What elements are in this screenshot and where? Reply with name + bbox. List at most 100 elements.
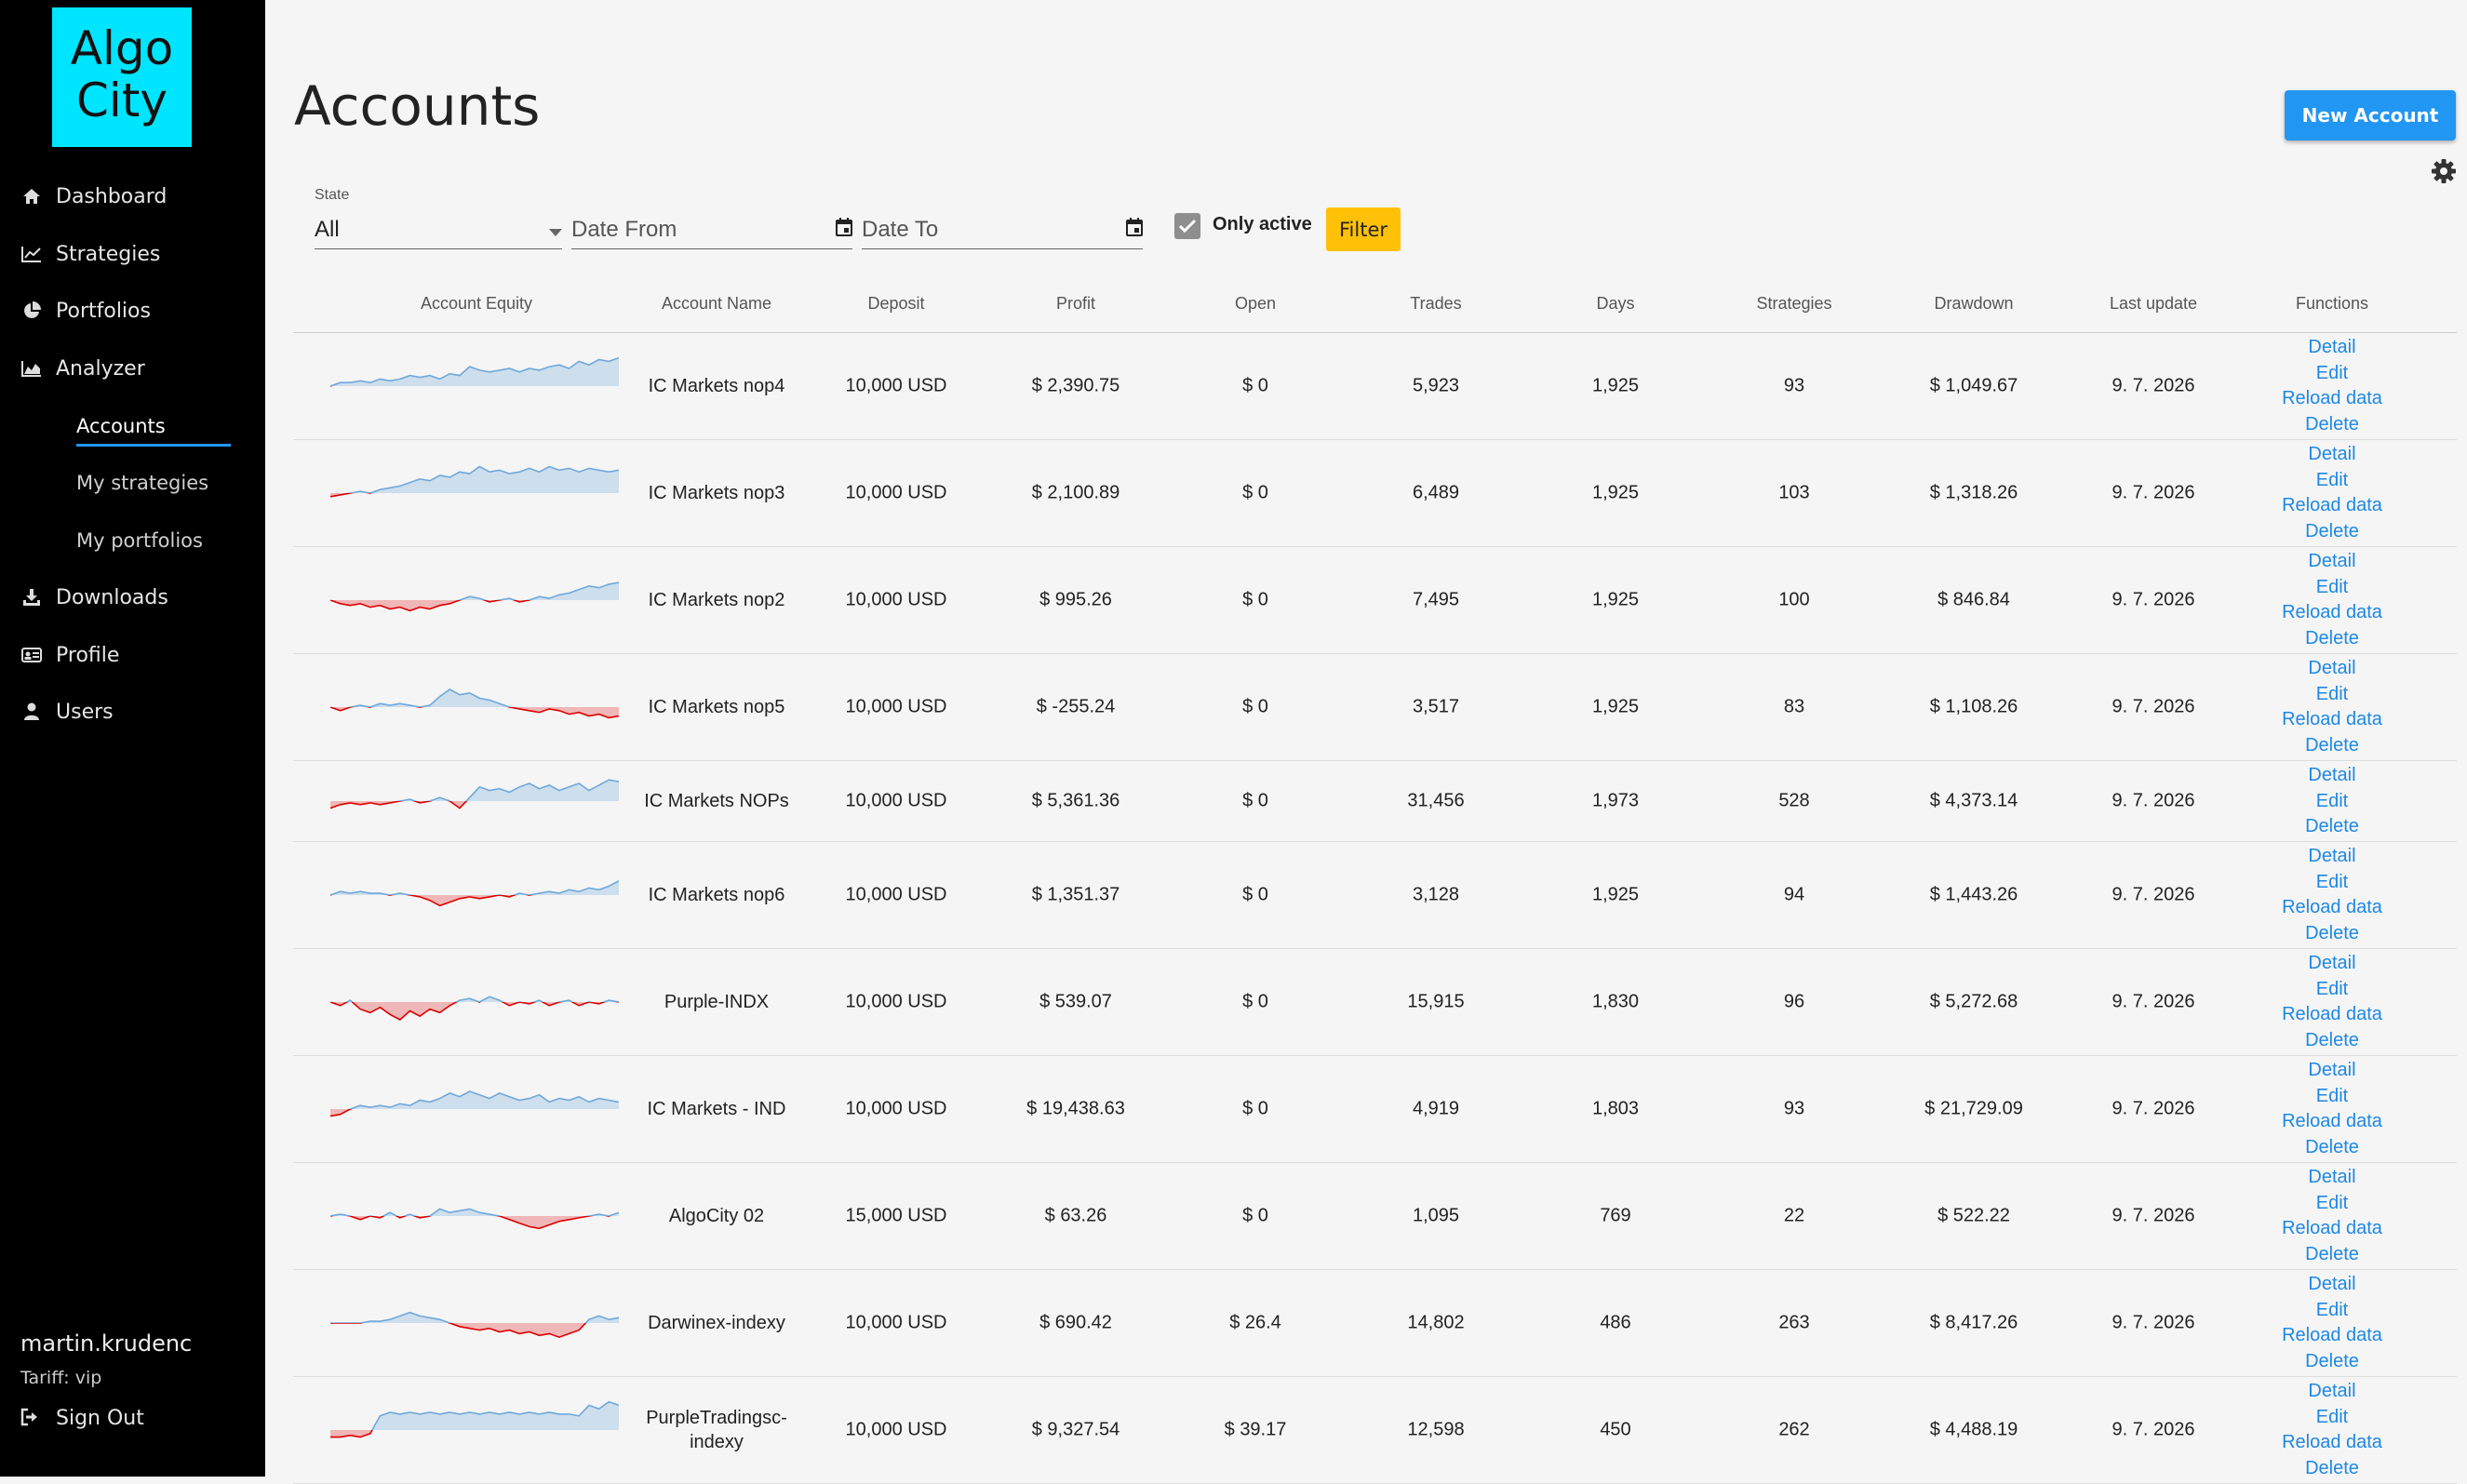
trades-cell: 7,495 — [1412, 589, 1460, 610]
detail-link[interactable]: Detail — [2308, 846, 2356, 866]
deposit-cell: 10,000 USD — [845, 790, 947, 811]
delete-link[interactable]: Delete — [2305, 1029, 2359, 1050]
delete-link[interactable]: Delete — [2305, 1243, 2359, 1264]
gear-icon[interactable] — [2431, 158, 2457, 184]
detail-link[interactable]: Detail — [2308, 953, 2356, 973]
open-cell: $ 0 — [1242, 884, 1268, 905]
reload-data-link[interactable]: Reload data — [2282, 1218, 2382, 1238]
open-cell: $ 0 — [1242, 790, 1268, 811]
equity-gain-area — [330, 1311, 619, 1323]
table-row: IC Markets nop5 10,000 USD $ -255.24 $ 0 3,5… — [293, 654, 2457, 761]
reload-data-link[interactable]: Reload data — [2282, 1111, 2382, 1131]
delete-link[interactable]: Delete — [2305, 1457, 2359, 1478]
date-to-input[interactable]: Date To — [862, 210, 1143, 249]
calendar-icon[interactable] — [836, 217, 852, 243]
delete-link[interactable]: Delete — [2305, 734, 2359, 755]
delete-link[interactable]: Delete — [2305, 1350, 2359, 1371]
equity-gain-area — [330, 779, 619, 801]
drawdown-cell: $ 1,049.67 — [1929, 375, 2018, 396]
detail-link[interactable]: Detail — [2308, 1060, 2356, 1080]
edit-link[interactable]: Edit — [2315, 362, 2349, 383]
detail-link[interactable]: Detail — [2308, 1381, 2356, 1401]
deposit-cell: 10,000 USD — [845, 375, 947, 396]
line-chart-icon — [20, 243, 43, 265]
strategies-cell: 103 — [1778, 482, 1810, 503]
trades-cell: 6,489 — [1412, 482, 1460, 503]
reload-data-link[interactable]: Reload data — [2282, 709, 2382, 729]
equity-gain-area — [330, 582, 619, 600]
column-header: Strategies — [1756, 294, 1832, 313]
edit-link[interactable]: Edit — [2315, 683, 2349, 704]
equity-gain-area — [330, 880, 619, 895]
strategies-cell: 100 — [1778, 589, 1810, 610]
profit-cell: $ 690.42 — [1039, 1312, 1112, 1333]
edit-link[interactable]: Edit — [2315, 1192, 2349, 1213]
delete-link[interactable]: Delete — [2305, 413, 2359, 435]
equity-sparkline — [330, 582, 619, 612]
sidebar-item-dashboard[interactable]: Dashboard — [20, 178, 167, 215]
detail-link[interactable]: Detail — [2308, 337, 2356, 357]
drawdown-cell: $ 4,488.19 — [1929, 1419, 2018, 1440]
calendar-icon[interactable] — [1126, 217, 1143, 243]
sidebar-subitem-my-portfolios[interactable]: My portfolios — [76, 522, 203, 559]
column-header: Last update — [2109, 294, 2198, 313]
detail-link[interactable]: Detail — [2308, 1167, 2356, 1187]
state-select-value: All — [315, 216, 340, 242]
table-row: IC Markets - IND 10,000 USD $ 19,438.63 $ 0… — [293, 1056, 2457, 1163]
new-account-button[interactable]: New Account — [2285, 90, 2456, 140]
edit-link[interactable]: Edit — [2315, 469, 2349, 490]
table-header: Account Equity Account Name Deposit Profit O… — [293, 281, 2457, 333]
edit-link[interactable]: Edit — [2315, 871, 2349, 892]
delete-link[interactable]: Delete — [2305, 520, 2359, 541]
detail-link[interactable]: Detail — [2308, 551, 2356, 571]
table-row: IC Markets nop4 10,000 USD $ 2,390.75 $ 0 5,… — [293, 333, 2457, 440]
deposit-cell: 10,000 USD — [845, 884, 947, 905]
reload-data-link[interactable]: Reload data — [2282, 1004, 2382, 1024]
reload-data-link[interactable]: Reload data — [2282, 495, 2382, 515]
date-from-input[interactable]: Date From — [571, 210, 852, 249]
days-cell: 486 — [1600, 1312, 1631, 1333]
sidebar-item-analyzer[interactable]: Analyzer — [20, 350, 145, 387]
reload-data-link[interactable]: Reload data — [2282, 388, 2382, 408]
detail-link[interactable]: Detail — [2308, 444, 2356, 464]
sign-out-button[interactable]: Sign Out — [20, 1407, 144, 1430]
sidebar-item-strategies[interactable]: Strategies — [20, 235, 160, 273]
reload-data-link[interactable]: Reload data — [2282, 897, 2382, 917]
edit-link[interactable]: Edit — [2315, 978, 2349, 999]
edit-link[interactable]: Edit — [2315, 790, 2349, 811]
edit-link[interactable]: Edit — [2315, 1085, 2349, 1106]
delete-link[interactable]: Delete — [2305, 922, 2359, 943]
days-cell: 769 — [1600, 1205, 1631, 1226]
equity-gain-area — [330, 356, 619, 386]
profit-cell: $ 9,327.54 — [1031, 1419, 1120, 1440]
sidebar-item-profile[interactable]: Profile — [20, 636, 119, 674]
checkmark-icon — [1178, 219, 1197, 234]
edit-link[interactable]: Edit — [2315, 576, 2349, 597]
sidebar-item-downloads[interactable]: Downloads — [20, 579, 168, 616]
sidebar-item-portfolios[interactable]: Portfolios — [20, 292, 151, 329]
edit-link[interactable]: Edit — [2315, 1406, 2349, 1427]
detail-link[interactable]: Detail — [2308, 658, 2356, 678]
reload-data-link[interactable]: Reload data — [2282, 602, 2382, 622]
reload-data-link[interactable]: Reload data — [2282, 1325, 2382, 1345]
delete-link[interactable]: Delete — [2305, 1136, 2359, 1157]
delete-link[interactable]: Delete — [2305, 627, 2359, 648]
reload-data-link[interactable]: Reload data — [2282, 1432, 2382, 1452]
account-name: IC Markets nop6 — [648, 885, 785, 905]
sidebar-subitem-accounts[interactable]: Accounts — [76, 408, 166, 445]
only-active-checkbox[interactable] — [1174, 213, 1200, 239]
account-name: PurpleTradingsc-indexy — [646, 1408, 787, 1452]
equity-sparkline — [330, 880, 619, 907]
detail-link[interactable]: Detail — [2308, 764, 2356, 785]
state-select[interactable]: All — [315, 210, 562, 249]
sidebar-item-label: Strategies — [56, 242, 161, 266]
sidebar-item-users[interactable]: Users — [20, 693, 114, 730]
filter-button[interactable]: Filter — [1326, 207, 1401, 251]
last-update-cell: 9. 7. 2026 — [2112, 482, 2195, 503]
edit-link[interactable]: Edit — [2315, 1299, 2349, 1320]
detail-link[interactable]: Detail — [2308, 1274, 2356, 1294]
delete-link[interactable]: Delete — [2305, 815, 2359, 836]
sidebar-subitem-my-strategies[interactable]: My strategies — [76, 464, 208, 501]
row-functions: Detail Edit Reload data Delete — [2282, 442, 2382, 544]
algocity-logo[interactable]: Algo City — [52, 7, 192, 147]
